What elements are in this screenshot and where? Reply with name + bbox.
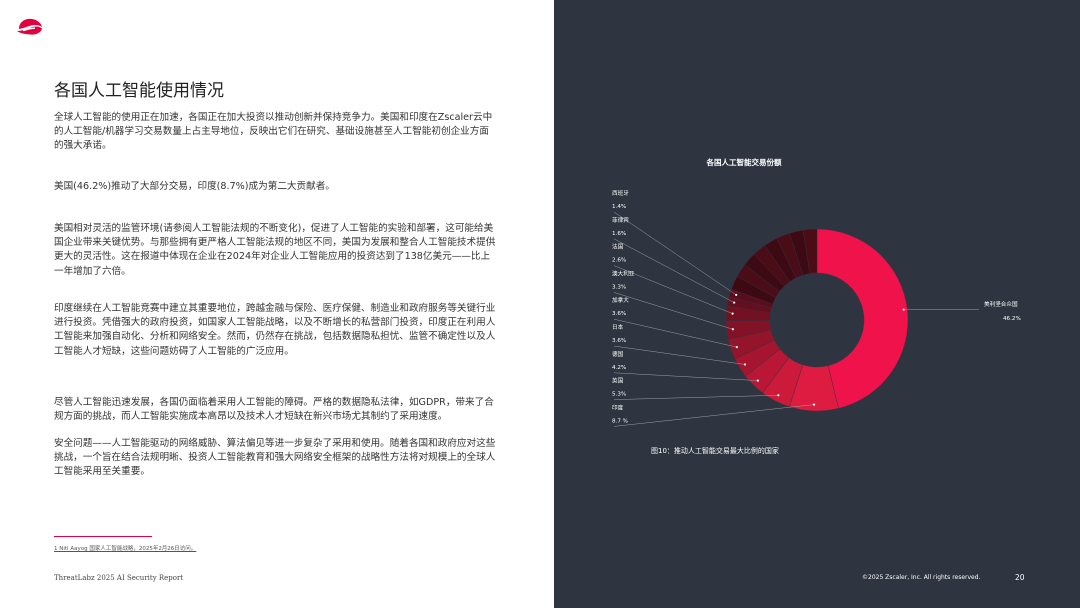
chart-value-1: 1.6% [612,231,626,237]
chart-label-3: 澳大利亚 [612,269,635,277]
paragraph-india: 印度继续在人工智能竞赛中建立其重要地位，跨越金融与保险、医疗保健、制造业和政府服… [54,303,496,357]
chart-label-5: 日本 [612,323,624,331]
donut-chart: 美利坚合众国 46.2% 西班牙 1.4% 菲律宾 1.6% 法国 2.6% 澳大利亚 3.3% 加… [612,189,1021,427]
paragraph-us-regulation: 美国相对灵活的监管环境(请参阅人工智能法规的不断变化)，促进了人工智能的实验和部… [54,223,496,277]
page-number: 20 [1015,573,1025,582]
paragraph-security: 安全问题——人工智能驱动的网络威胁、算法偏见等进一步复杂了采用和使用。随着各国和… [54,438,496,478]
leader-dot-4 [735,346,738,349]
footnote-divider [54,536,152,537]
chart-value-3: 3.3% [612,284,626,290]
donut-slice-usa [816,228,909,409]
leader-line-8 [613,404,815,427]
leader-dot-7 [777,394,780,397]
leader-line-0 [613,211,737,296]
leader-line-6 [613,372,758,381]
chart-value-7: 5.3% [612,392,626,398]
leader-dot-2 [731,312,734,315]
page-title: 各国人工智能使用情况 [54,81,224,101]
paragraph-share-summary: 美国(46.2%)推动了大部分交易，印度(8.7%)成为第二大贡献者。 [54,181,335,192]
chart-label-7: 英国 [612,377,624,385]
chart-label-6: 德国 [612,350,624,358]
footer-copyright: ©2025 Zscaler, Inc. All rights reserved. [862,574,981,581]
leader-line-4 [613,318,737,348]
chart-value-6: 4.2% [612,365,626,371]
chart-label-8: 印度 [612,403,624,411]
text-panel: 各国人工智能使用情况 全球人工智能的使用正在加速，各国正在加大投资以推动创新并保… [17,18,496,582]
leader-line-1 [613,238,735,303]
leader-dot-8 [812,403,816,406]
chart-panel [554,0,1080,608]
chart-value-2: 2.6% [612,258,626,264]
leader-dot-1 [733,301,736,304]
leader-dot-3 [731,328,734,331]
chart-label-4: 加拿大 [612,296,629,304]
donut-slice-other-7 [802,228,818,274]
chart-value-8: 8.7 % [612,418,628,424]
footer-report-title: ThreatLabz 2025 AI Security Report [54,574,184,582]
leader-line-2 [613,265,733,314]
footnote-link[interactable]: 1 Niti Aayog 国家人工智能战略，2025年2月26日访问。 [54,546,197,552]
leader-line-3 [613,292,733,330]
leader-dot-6 [756,379,760,382]
leader-dot-0 [735,293,738,296]
chart-value-usa: 46.2% [1003,316,1021,322]
chart-label-2: 法国 [612,243,624,251]
leader-dot-5 [743,363,747,366]
chart-value-0: 1.4% [612,204,626,210]
chart-label-0: 西班牙 [612,189,629,197]
paragraph-barriers: 尽管人工智能迅速发展，各国仍面临着采用人工智能的障碍。严格的数据隐私法律，如GD… [54,397,494,423]
leader-line-5 [613,345,746,365]
chart-label-usa: 美利坚合众国 [984,300,1018,308]
chart-title: 各国人工智能交易份额 [706,158,782,167]
chart-caption: 图10：推动人工智能交易最大比例的国家 [651,447,779,455]
chart-value-5: 3.6% [612,338,626,344]
zscaler-logo-icon [17,18,42,35]
paragraph-intro: 全球人工智能的使用正在加速，各国正在加大投资以推动创新并保持竞争力。美国和印度在… [54,112,493,152]
chart-label-1: 菲律宾 [612,216,629,224]
leader-line-7 [613,395,779,400]
chart-value-4: 3.6% [612,311,626,317]
